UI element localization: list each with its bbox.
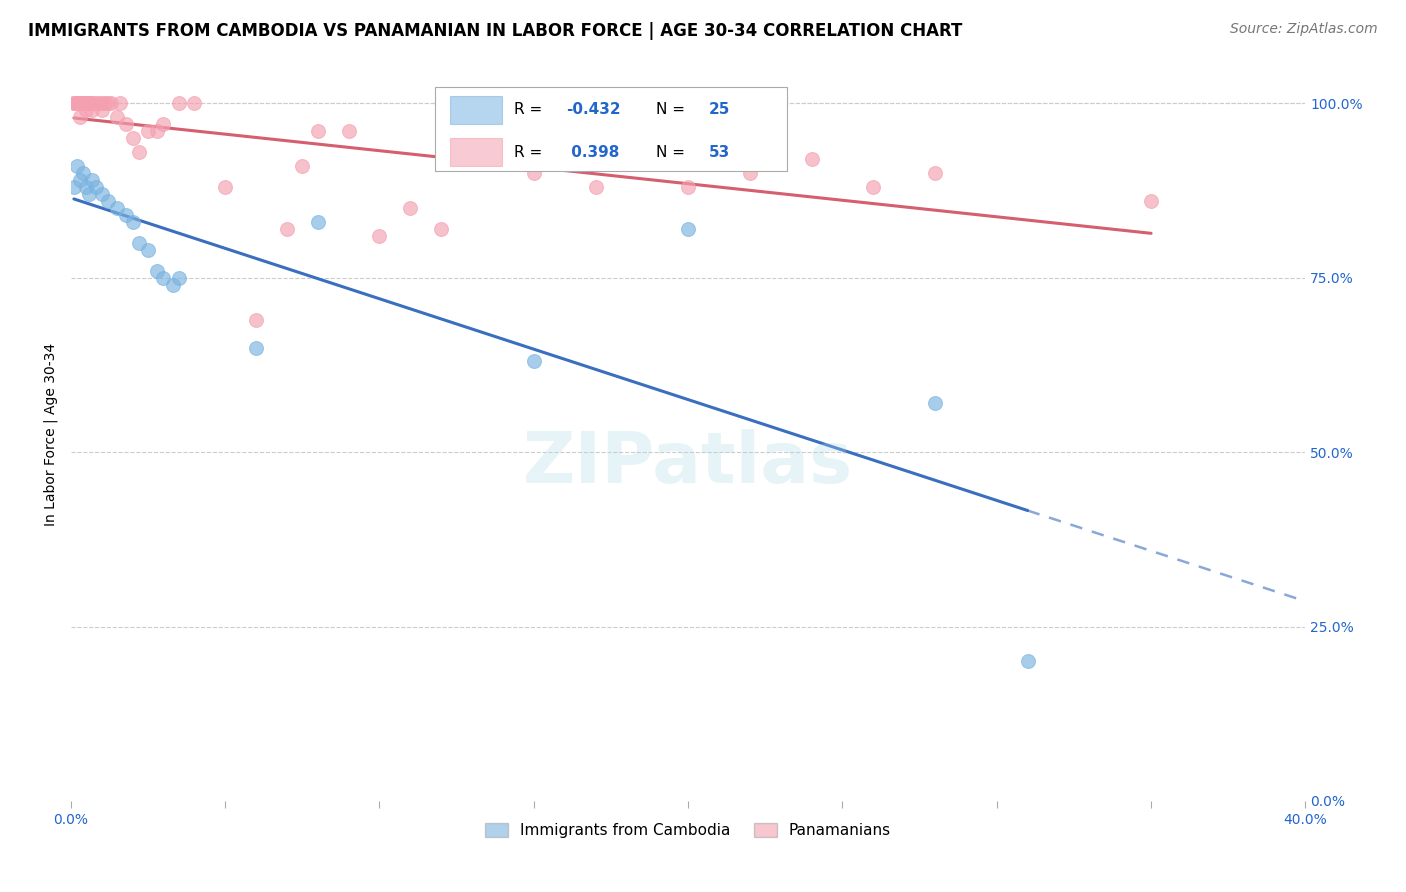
Point (128, 145, 150, 160)
Point (69, 111, 91, 125)
Point (128, 235, 150, 250)
Point (94, 96, 117, 111)
Point (523, 166, 546, 180)
Point (121, 215, 143, 229)
Point (97, 96, 120, 111)
Point (245, 312, 267, 326)
Text: N =: N = (657, 145, 690, 160)
Point (307, 215, 329, 229)
Point (167, 96, 190, 111)
Point (72, 96, 94, 111)
Text: Source: ZipAtlas.com: Source: ZipAtlas.com (1230, 22, 1378, 37)
Point (276, 222, 298, 236)
Point (84, 96, 107, 111)
FancyBboxPatch shape (434, 87, 787, 171)
Point (63, 180, 86, 194)
Point (90, 103, 112, 118)
Point (66, 96, 89, 111)
Point (72, 96, 94, 111)
Point (79, 187, 101, 202)
Point (399, 201, 422, 215)
Point (152, 117, 174, 131)
Point (461, 131, 484, 145)
FancyBboxPatch shape (450, 138, 502, 166)
Point (523, 354, 546, 368)
Point (136, 243, 159, 257)
Text: IMMIGRANTS FROM CAMBODIA VS PANAMANIAN IN LABOR FORCE | AGE 30-34 CORRELATION CH: IMMIGRANTS FROM CAMBODIA VS PANAMANIAN I… (28, 22, 963, 40)
Point (167, 270, 190, 285)
Point (115, 117, 138, 131)
Y-axis label: In Labor Force | Age 30-34: In Labor Force | Age 30-34 (44, 343, 58, 526)
Text: R =: R = (515, 145, 547, 160)
Point (75, 103, 97, 118)
Point (862, 180, 884, 194)
Point (79, 96, 101, 111)
Point (676, 222, 699, 236)
Point (84, 180, 107, 194)
Point (100, 96, 122, 111)
Text: 25: 25 (709, 103, 731, 118)
Point (72, 166, 94, 180)
Point (676, 180, 699, 194)
Point (152, 270, 174, 285)
Point (162, 277, 184, 292)
Point (307, 124, 329, 138)
Text: ZIPatlas: ZIPatlas (523, 429, 853, 499)
Point (75, 96, 97, 111)
Point (82, 173, 104, 187)
Text: 53: 53 (709, 145, 730, 160)
Point (108, 96, 131, 111)
Point (492, 152, 515, 166)
Point (337, 124, 360, 138)
Point (115, 208, 138, 222)
Point (368, 228, 391, 243)
Text: N =: N = (657, 103, 690, 118)
Point (82, 96, 104, 111)
Point (69, 173, 91, 187)
Point (291, 159, 314, 173)
Point (63, 96, 86, 111)
Text: -0.432: -0.432 (565, 103, 620, 118)
Point (66, 159, 89, 173)
Point (63, 96, 86, 111)
Point (87, 96, 110, 111)
Point (183, 96, 205, 111)
Point (69, 96, 91, 111)
Point (82, 96, 104, 111)
Point (800, 152, 823, 166)
Point (430, 222, 453, 236)
Point (146, 124, 169, 138)
Point (1140, 194, 1163, 208)
Point (90, 96, 112, 111)
Point (121, 131, 143, 145)
Point (75, 96, 97, 111)
Point (1017, 654, 1039, 668)
Point (146, 264, 169, 278)
Point (214, 180, 236, 194)
Point (136, 124, 159, 138)
Legend: Immigrants from Cambodia, Panamanians: Immigrants from Cambodia, Panamanians (479, 817, 897, 845)
Text: R =: R = (515, 103, 547, 118)
Text: 0.398: 0.398 (565, 145, 619, 160)
Point (245, 341, 267, 355)
FancyBboxPatch shape (450, 96, 502, 124)
Point (75, 180, 97, 194)
Point (924, 396, 946, 410)
Point (82, 103, 104, 118)
Point (79, 96, 101, 111)
Point (924, 166, 946, 180)
Point (66, 96, 89, 111)
Point (97, 194, 120, 208)
Point (69, 96, 91, 111)
Point (90, 187, 112, 202)
Point (105, 201, 128, 215)
Point (738, 166, 761, 180)
Point (105, 111, 128, 125)
Point (585, 180, 607, 194)
